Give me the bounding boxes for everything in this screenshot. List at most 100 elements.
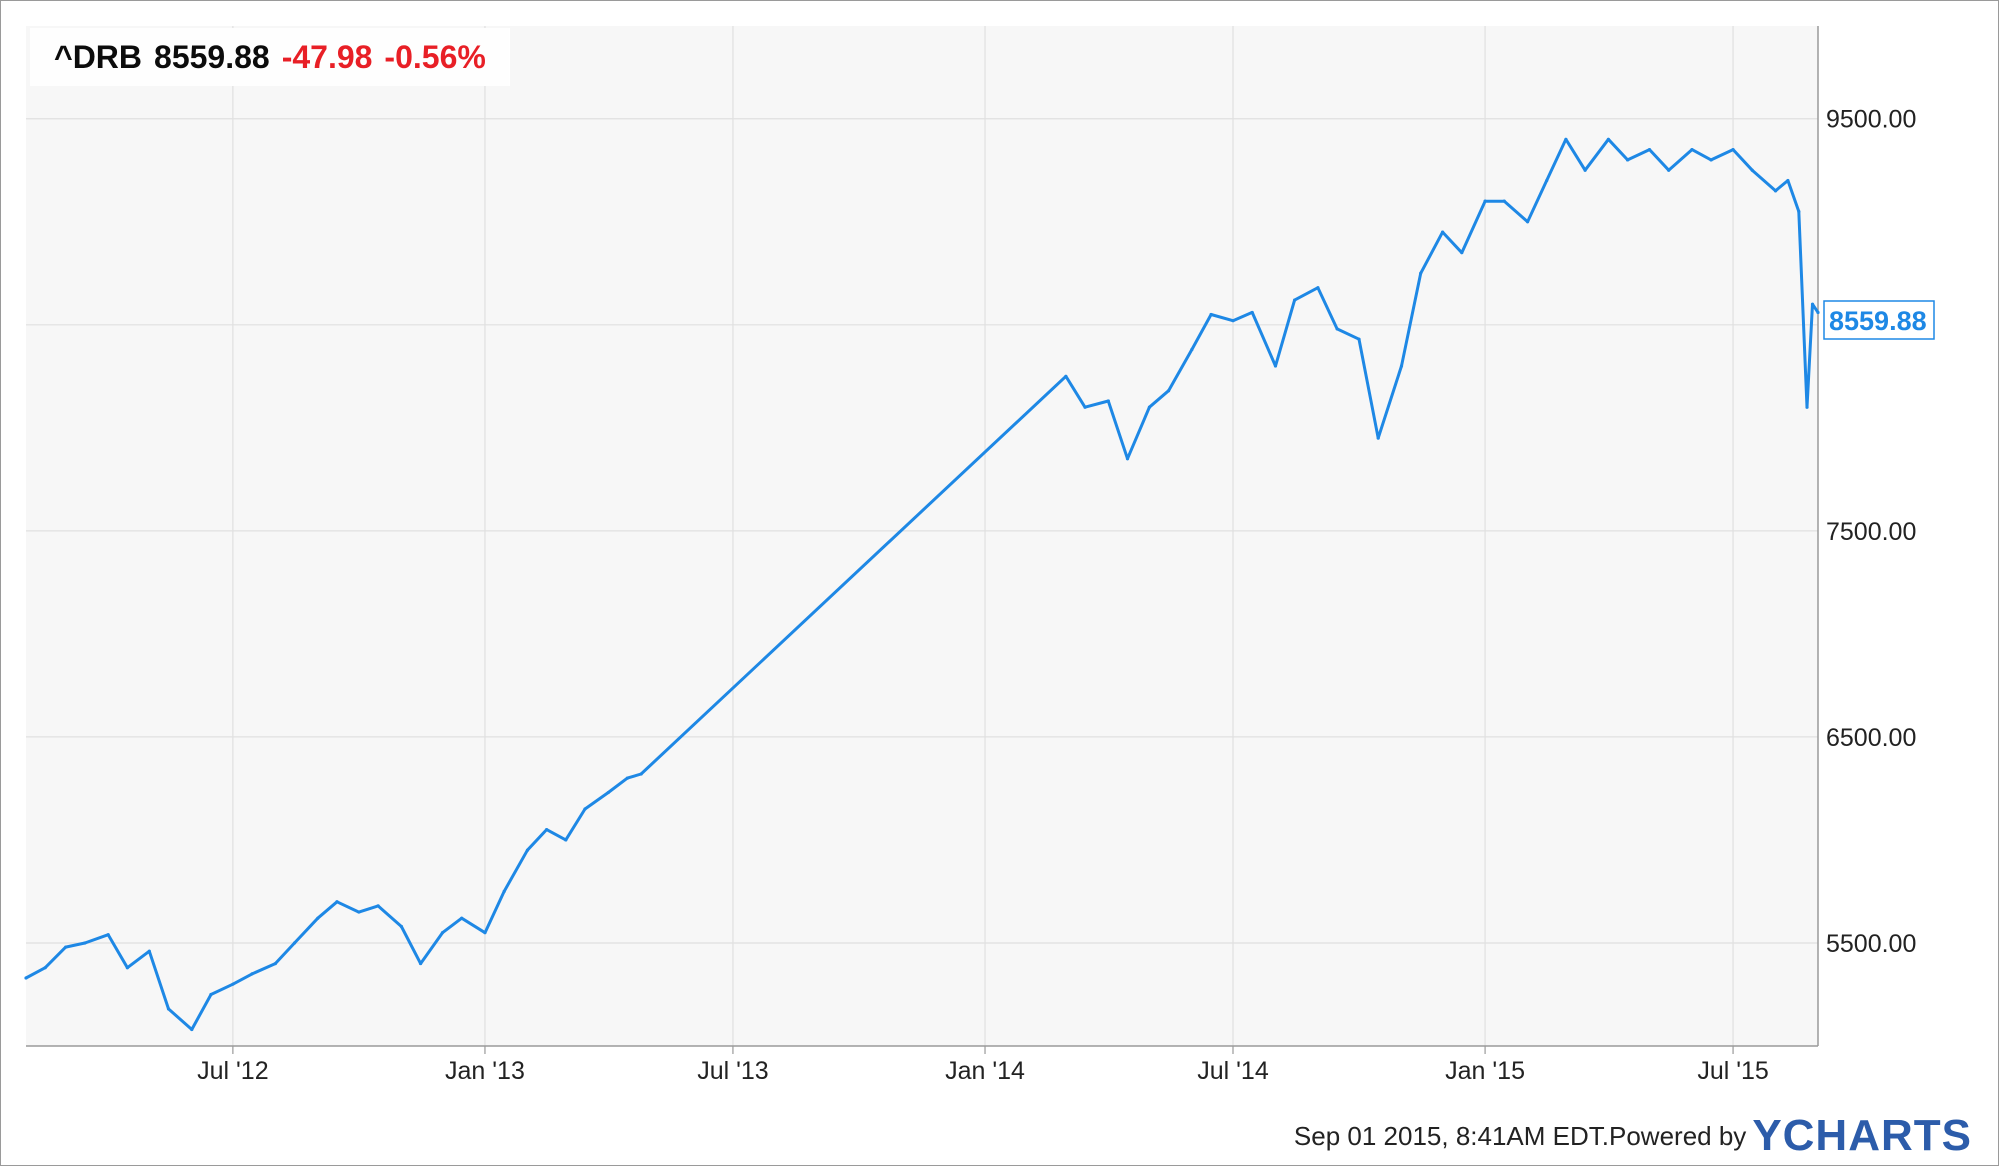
data-point xyxy=(1731,148,1735,152)
data-point xyxy=(43,966,47,970)
data-point xyxy=(418,961,423,966)
data-point xyxy=(1797,209,1801,214)
data-point xyxy=(1805,405,1809,409)
data-point xyxy=(1810,302,1815,306)
data-point xyxy=(1606,137,1610,141)
price-change-percent: -0.56% xyxy=(384,38,486,75)
data-point xyxy=(1147,405,1152,409)
x-tick-label: Jul '12 xyxy=(197,1057,268,1085)
data-point xyxy=(1357,337,1361,341)
data-point xyxy=(1564,137,1568,141)
x-tick-label: Jan '13 xyxy=(445,1057,525,1085)
data-point xyxy=(24,976,28,980)
timestamp: Sep 01 2015, 8:41AM EDT. xyxy=(1293,1120,1609,1151)
data-point xyxy=(1376,436,1380,440)
data-point xyxy=(1316,286,1320,290)
data-point xyxy=(1441,230,1445,234)
y-tick-label: 5500.00 xyxy=(1826,930,1916,958)
data-point xyxy=(190,1027,194,1032)
data-point xyxy=(1786,178,1790,183)
x-tick-label: Jul '13 xyxy=(697,1057,768,1085)
x-axis-ticks: Jul '12 Jan '13 Jul '13 Jan '14 Jul '14 Jan '… xyxy=(197,1046,1769,1085)
last-value-label: 8559.88 xyxy=(1823,300,1935,340)
data-points xyxy=(24,137,1820,1032)
data-point xyxy=(1525,220,1530,224)
y-tick-label: 6500.00 xyxy=(1826,724,1916,752)
y-tick-label: 9500.00 xyxy=(1826,106,1916,134)
data-point xyxy=(166,1007,171,1011)
powered-by-text: Powered by xyxy=(1609,1120,1747,1151)
last-value-box xyxy=(1823,300,1935,340)
data-point xyxy=(1125,457,1130,461)
data-point xyxy=(250,972,254,976)
data-point xyxy=(83,941,87,945)
data-point xyxy=(564,838,568,842)
data-point xyxy=(1419,271,1423,275)
data-point xyxy=(1167,389,1171,393)
data-point xyxy=(1250,310,1254,315)
x-tick-label: Jan '15 xyxy=(1445,1057,1525,1085)
data-point xyxy=(231,982,235,986)
ticker-symbol: ^DRB xyxy=(54,38,143,75)
x-tick-label: Jul '14 xyxy=(1197,1057,1269,1085)
data-point xyxy=(1667,168,1671,172)
data-point xyxy=(1483,199,1487,203)
data-point xyxy=(106,933,110,937)
data-point xyxy=(460,916,464,920)
data-point xyxy=(1273,364,1278,368)
data-point xyxy=(64,945,68,949)
data-point xyxy=(1064,374,1068,378)
chart-header: ^DRB 8559.88 -47.98 -0.56% xyxy=(30,28,510,86)
data-point xyxy=(1399,364,1404,368)
data-point xyxy=(335,900,339,904)
x-tick-label: Jan '14 xyxy=(945,1057,1025,1085)
data-point xyxy=(1106,399,1110,403)
data-point xyxy=(606,790,610,795)
data-point xyxy=(1335,327,1339,331)
data-point xyxy=(483,931,487,935)
data-point xyxy=(440,931,445,935)
x-tick-label: Jul '15 xyxy=(1697,1057,1768,1085)
data-point xyxy=(147,949,151,953)
data-point xyxy=(1773,189,1778,193)
data-point xyxy=(125,966,129,970)
ycharts-logo-text: YCHARTS xyxy=(1752,1111,1972,1160)
data-point xyxy=(1625,158,1630,162)
data-point xyxy=(1502,199,1506,203)
data-point xyxy=(545,828,549,832)
data-point xyxy=(209,992,213,997)
data-point xyxy=(1231,319,1235,323)
data-point xyxy=(1209,312,1213,317)
grid-lines xyxy=(26,26,1818,1046)
chart-footer: Sep 01 2015, 8:41AM EDT. Powered by YCHA… xyxy=(1294,1111,1972,1161)
data-point xyxy=(1690,148,1694,152)
data-point xyxy=(1293,298,1297,302)
price-change: -47.98 xyxy=(281,38,373,75)
data-point xyxy=(625,776,630,780)
data-point xyxy=(357,910,361,914)
last-value-text: 8559.88 xyxy=(1829,306,1927,336)
data-point xyxy=(1816,310,1820,315)
data-point xyxy=(1083,405,1087,409)
data-point xyxy=(1460,251,1464,255)
data-point xyxy=(316,916,320,920)
ycharts-logo[interactable]: YCHARTS xyxy=(1752,1111,1972,1161)
data-point xyxy=(1545,178,1549,183)
data-point xyxy=(376,904,380,908)
data-point xyxy=(1190,347,1194,352)
data-point xyxy=(273,961,277,966)
data-point xyxy=(639,772,643,776)
y-tick-label: 7500.00 xyxy=(1826,518,1916,546)
data-point xyxy=(1709,158,1713,162)
data-point xyxy=(292,941,297,945)
data-point xyxy=(583,807,587,811)
data-point xyxy=(1583,168,1587,172)
data-point xyxy=(399,924,403,929)
data-point xyxy=(1750,168,1754,172)
current-price: 8559.88 xyxy=(154,38,270,75)
data-point xyxy=(502,889,506,894)
plot-area xyxy=(26,26,1818,1046)
